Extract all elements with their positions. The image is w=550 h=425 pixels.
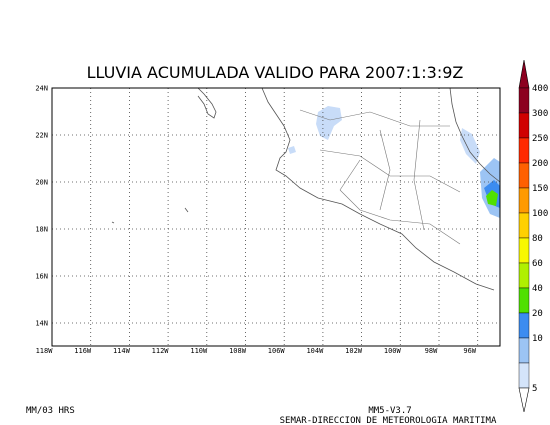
lon-label: 114W xyxy=(113,347,131,355)
colorbar-segment xyxy=(518,137,530,164)
colorbar-label: 10 xyxy=(532,334,543,344)
rain-areas xyxy=(288,106,500,218)
lon-label: 118W xyxy=(36,347,54,355)
colorbar-label: 20 xyxy=(532,309,543,319)
colorbar-label: 300 xyxy=(532,109,548,119)
footer-model: MM5-V3.7 xyxy=(368,406,411,416)
lon-label: 110W xyxy=(190,347,208,355)
lon-label: 98W xyxy=(425,347,438,355)
lon-label: 106W xyxy=(268,347,286,355)
colorbar-segment xyxy=(518,237,530,264)
lon-label: 96W xyxy=(463,347,476,355)
lat-label: 16N xyxy=(35,273,48,281)
pacific-coast xyxy=(261,87,495,291)
rain-patch xyxy=(486,190,498,206)
colorbar-segment xyxy=(518,362,530,389)
colorbar-bottom-arrow xyxy=(518,387,530,413)
map-frame xyxy=(51,87,501,347)
colorbar-segment xyxy=(518,162,530,189)
colorbar-label: 250 xyxy=(532,134,548,144)
lon-label: 102W xyxy=(345,347,363,355)
colorbar-label: 100 xyxy=(532,209,548,219)
lon-label: 104W xyxy=(306,347,324,355)
colorbar-segment xyxy=(518,262,530,289)
rain-patch xyxy=(316,106,342,140)
lat-label: 24N xyxy=(35,85,48,93)
title: LLUVIA ACUMULADA VALIDO PARA 2007:1:3:9Z xyxy=(87,63,464,82)
gulf-coast xyxy=(449,87,501,183)
islands xyxy=(111,207,189,224)
rain-patch xyxy=(460,128,480,164)
lat-label: 18N xyxy=(35,226,48,234)
lon-label: 100W xyxy=(384,347,402,355)
colorbar-segment xyxy=(518,212,530,239)
colorbar-label: 200 xyxy=(532,159,548,169)
colorbar-segment xyxy=(518,187,530,214)
lat-label: 14N xyxy=(35,320,48,328)
colorbar-segment xyxy=(518,87,530,114)
colorbar-segment xyxy=(518,337,530,364)
colorbar-segment xyxy=(518,312,530,339)
lon-label: 108W xyxy=(229,347,247,355)
colorbar-segment xyxy=(518,112,530,139)
lat-label: 22N xyxy=(35,132,48,140)
colorbar-label: 60 xyxy=(532,259,543,269)
colorbar-label: 80 xyxy=(532,234,543,244)
coastlines xyxy=(111,87,501,291)
graticule: 24N 22N 20N 18N 16N 14N 118W 116W 114W 112W 110W 10… xyxy=(35,85,500,355)
colorbar-label: 40 xyxy=(532,284,543,294)
footer-left: MM/03 HRS xyxy=(26,406,75,416)
colorbar-label: 400 xyxy=(532,84,548,94)
lat-label: 20N xyxy=(35,179,48,187)
colorbar-segment xyxy=(518,287,530,314)
rain-patch xyxy=(288,146,296,154)
lon-label: 116W xyxy=(74,347,92,355)
colorbar-label: 150 xyxy=(532,184,548,194)
footer-credit: SEMAR-DIRECCION DE METEOROLOGIA MARITIMA xyxy=(280,416,497,425)
colorbar: 400 300 250 200 150 100 80 60 40 20 10 5 xyxy=(518,59,548,413)
colorbar-label: 5 xyxy=(532,384,537,394)
baja-coast xyxy=(197,87,217,119)
state-borders xyxy=(299,109,461,245)
lon-label: 112W xyxy=(152,347,170,355)
